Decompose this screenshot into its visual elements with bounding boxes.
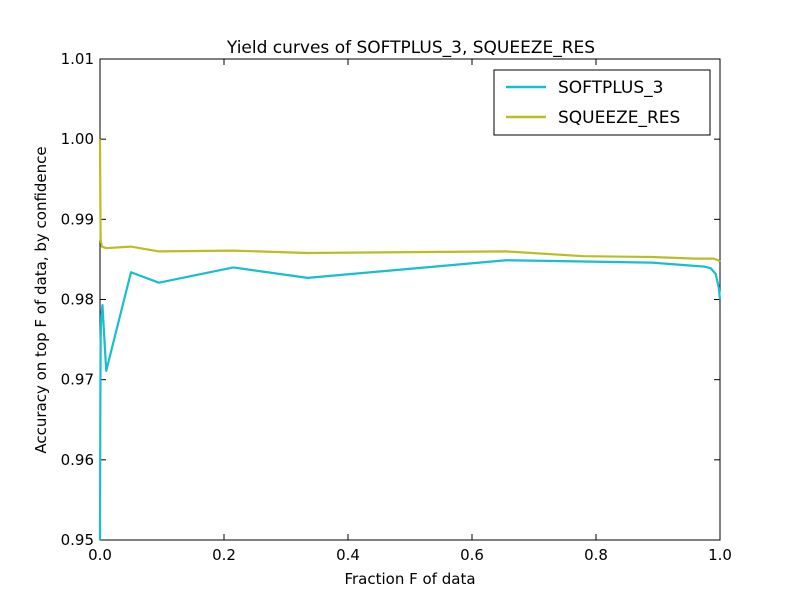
series-lines [98,139,722,541]
x-tick-label: 0.6 [460,546,484,564]
y-tick-label: 0.97 [61,371,94,389]
y-tick-label: 1.00 [61,130,94,148]
y-tick-label: 0.98 [61,291,94,309]
y-tick-label: 0.96 [61,451,94,469]
y-tick-label: 0.95 [61,531,94,549]
y-tick-label: 1.01 [61,50,94,68]
squeeze-res-line [98,139,721,263]
x-axis-label: Fraction F of data [344,570,475,588]
x-tick-label: 0.8 [584,546,608,564]
x-tick-label: 0.4 [336,546,360,564]
y-axis-label: Accuracy on top F of data, by confidence [32,146,50,453]
softplus-3-line [98,259,722,541]
legend-label-squeeze-res: SQUEEZE_RES [558,108,680,128]
legend: SOFTPLUS_3 SQUEEZE_RES [493,69,711,136]
y-axis-ticks: 0.95 0.96 0.97 0.98 0.99 1.00 1.01 [61,50,720,549]
plot-frame [99,58,721,541]
x-tick-label: 0.2 [212,546,236,564]
legend-label-softplus-3: SOFTPLUS_3 [558,78,663,98]
legend-box [493,69,711,136]
y-tick-label: 0.99 [61,210,94,228]
x-tick-label: 1.0 [708,546,732,564]
plot-area [99,58,721,541]
chart-title: Yield curves of SOFTPLUS_3, SQUEEZE_RES [226,38,595,58]
x-axis-ticks: 0.0 0.2 0.4 0.6 0.8 1.0 [88,59,732,564]
x-tick-label: 0.0 [88,546,112,564]
